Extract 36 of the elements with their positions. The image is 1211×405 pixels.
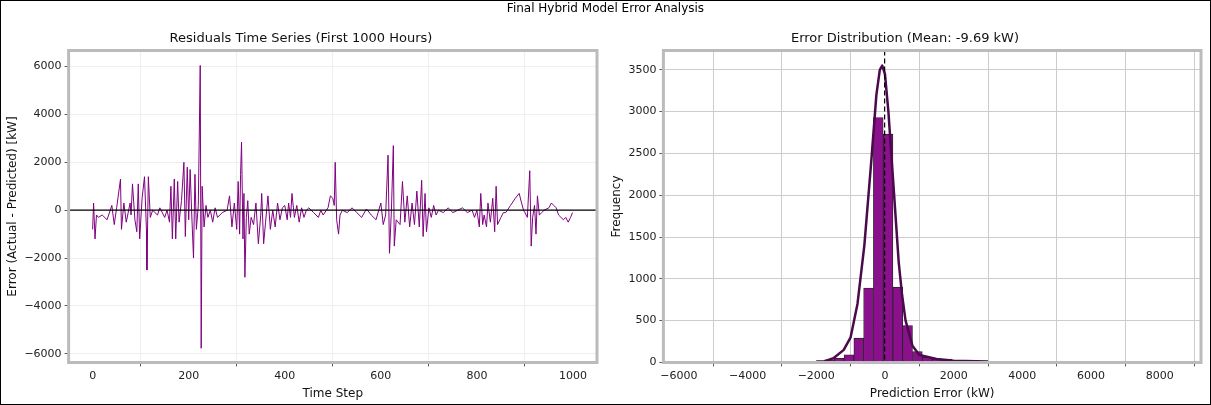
y-tick-label: 6000 xyxy=(33,59,62,73)
chart-title: Error Distribution (Mean: -9.69 kW) xyxy=(790,30,1020,46)
y-axis-title: Frequency xyxy=(609,175,624,238)
x-tick-label: 8000 xyxy=(1145,368,1174,382)
y-tick-label: 2000 xyxy=(33,155,62,169)
x-tick-label: 200 xyxy=(178,368,200,382)
x-tick-label: 0 xyxy=(89,368,97,382)
y-tick-label: 1500 xyxy=(628,229,657,243)
y-tick-label: 3000 xyxy=(628,104,657,118)
y-tick-label: −2000 xyxy=(24,250,62,264)
x-tick-label: 600 xyxy=(370,368,392,382)
y-tick-label: 0 xyxy=(649,355,657,369)
x-tick-label: 1000 xyxy=(558,368,587,382)
x-tick-label: 2000 xyxy=(939,368,968,382)
x-axis-title: Prediction Error (kW) xyxy=(869,385,995,400)
y-tick-label: 3500 xyxy=(628,62,657,76)
y-tick-label: 500 xyxy=(635,313,657,327)
y-axis-title: Error (Actual - Predicted) [kW] xyxy=(5,116,20,297)
y-tick-label: 4000 xyxy=(33,107,62,121)
chart-title: Residuals Time Series (First 1000 Hours) xyxy=(169,30,433,46)
y-tick-label: −4000 xyxy=(24,298,62,312)
y-tick-label: 2000 xyxy=(628,188,657,202)
x-axis-title: Time Step xyxy=(301,385,364,400)
x-tick-label: −6000 xyxy=(660,368,698,382)
x-tick-label: 4000 xyxy=(1008,368,1037,382)
x-tick-label: 800 xyxy=(466,368,488,382)
y-tick-label: 1000 xyxy=(628,271,657,285)
x-tick-label: 0 xyxy=(881,368,889,382)
x-tick-label: 6000 xyxy=(1077,368,1106,382)
x-tick-label: −2000 xyxy=(797,368,835,382)
y-tick-label: 0 xyxy=(54,203,62,217)
x-tick-label: −4000 xyxy=(728,368,767,382)
y-tick-label: −6000 xyxy=(24,346,62,360)
x-tick-label: 400 xyxy=(274,368,296,382)
y-tick-label: 2500 xyxy=(628,146,657,160)
text: Final Hybrid Model Error Analysis xyxy=(505,1,706,15)
